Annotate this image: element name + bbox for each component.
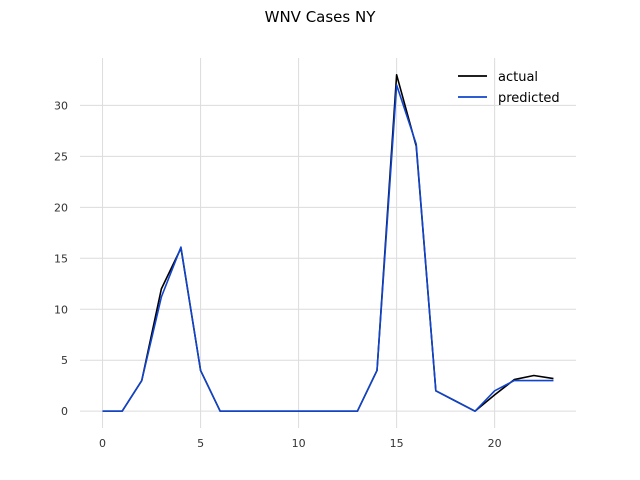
series-line-predicted xyxy=(102,84,554,412)
chart-title: WNV Cases NY xyxy=(265,8,377,26)
x-axis-ticks: 0 5 10 15 20 xyxy=(99,437,502,450)
y-tick-label: 20 xyxy=(54,201,68,214)
legend-label-actual: actual xyxy=(498,70,538,85)
grid xyxy=(80,58,576,428)
y-axis-ticks: 0 5 10 15 20 25 30 xyxy=(54,99,68,418)
y-tick-label: 0 xyxy=(61,405,68,418)
x-tick-label: 0 xyxy=(99,437,106,450)
series-line-actual xyxy=(102,74,554,412)
legend-label-predicted: predicted xyxy=(498,91,560,106)
x-tick-label: 15 xyxy=(390,437,404,450)
y-tick-label: 10 xyxy=(54,303,68,316)
y-tick-label: 30 xyxy=(54,99,68,112)
x-tick-label: 10 xyxy=(292,437,306,450)
x-tick-label: 5 xyxy=(197,437,204,450)
x-tick-label: 20 xyxy=(488,437,502,450)
y-tick-label: 15 xyxy=(54,252,68,265)
y-tick-label: 5 xyxy=(61,354,68,367)
series-lines xyxy=(102,74,554,412)
legend: actual predicted xyxy=(458,70,560,106)
y-tick-label: 25 xyxy=(54,150,68,163)
